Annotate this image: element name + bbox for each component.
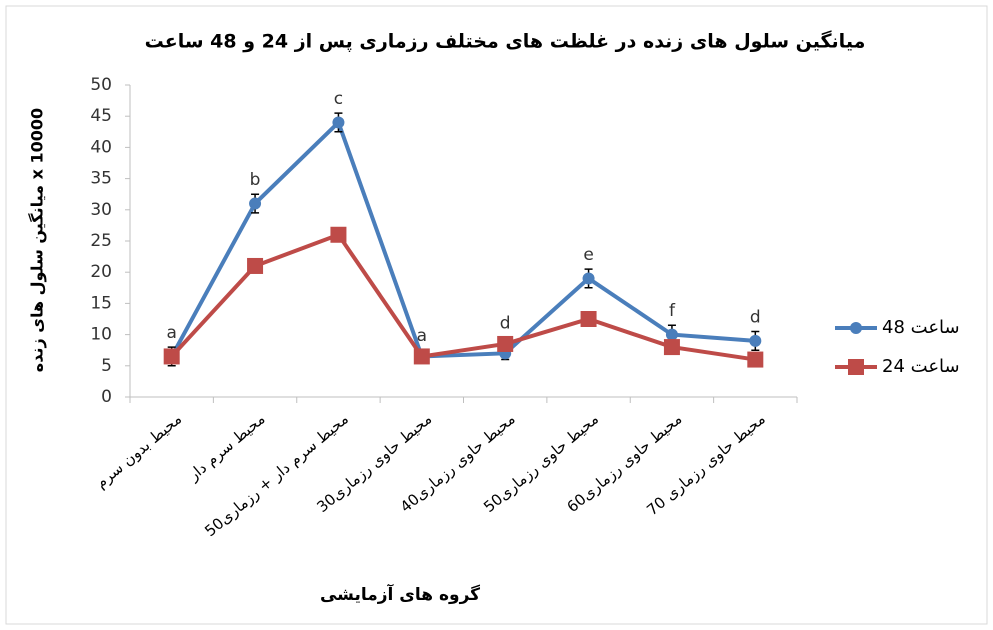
point <box>665 328 678 341</box>
y-tick-label: 40 <box>90 137 112 157</box>
legend-label: 24 ساعت <box>882 356 960 377</box>
point <box>580 311 597 327</box>
chart-title: میانگین سلول های زنده در غلظت های مختلف … <box>145 30 866 53</box>
point <box>330 226 347 243</box>
point <box>413 348 430 365</box>
y-tick-label: 35 <box>90 169 112 189</box>
point <box>663 339 680 356</box>
point <box>249 197 262 210</box>
y-tick-label: 45 <box>90 106 112 126</box>
legend-marker <box>848 359 864 375</box>
y-tick-label: 50 <box>90 75 112 95</box>
point <box>582 272 595 285</box>
significance-label: a <box>166 323 176 343</box>
y-axis-label: میانگین سلول های زنده x 10000 <box>28 108 47 372</box>
point <box>247 257 264 274</box>
significance-label: a <box>417 326 427 346</box>
x-axis-label: گروه های آزمایشی <box>320 583 480 605</box>
y-tick-label: 20 <box>90 262 112 282</box>
series-line <box>169 118 756 359</box>
significance-label: e <box>583 245 593 265</box>
significance-label: c <box>334 89 343 109</box>
point <box>332 116 345 129</box>
significance-label: d <box>500 314 511 334</box>
point <box>497 335 514 352</box>
y-tick-label: 0 <box>101 387 112 407</box>
series-line <box>170 232 756 362</box>
y-tick-label: 5 <box>101 356 112 376</box>
significance-label: d <box>750 307 761 327</box>
point <box>749 334 762 347</box>
y-tick-label: 10 <box>90 325 112 345</box>
legend-marker <box>850 322 862 334</box>
significance-label: f <box>669 301 676 321</box>
y-tick-label: 15 <box>90 293 112 313</box>
point <box>747 351 764 368</box>
chart-frame <box>5 5 988 625</box>
point <box>163 348 180 365</box>
significance-label: b <box>250 170 261 190</box>
y-tick-label: 25 <box>90 231 112 251</box>
y-tick-label: 30 <box>90 200 112 220</box>
legend-label: 48 ساعت <box>882 317 960 338</box>
